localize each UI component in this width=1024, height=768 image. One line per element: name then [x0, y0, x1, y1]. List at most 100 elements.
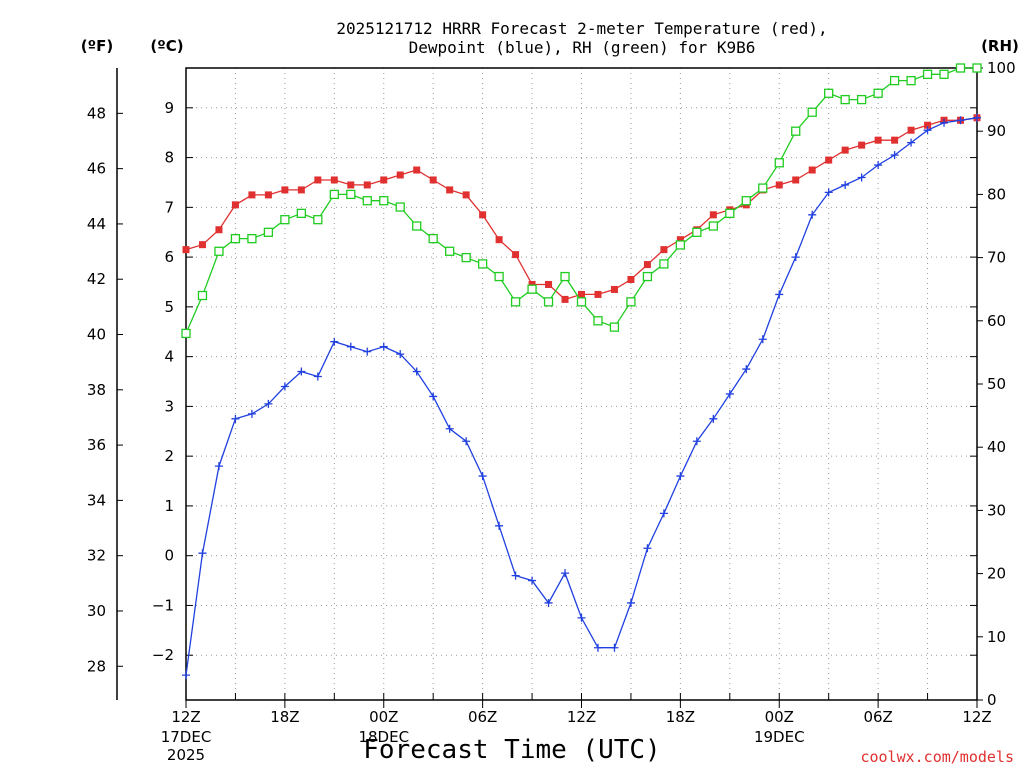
celsius-tick-label: 4 [164, 348, 174, 366]
rh-point [543, 297, 554, 307]
temperature-point [874, 136, 882, 144]
axes: 2830323436384042444648−2−101234567890102… [87, 59, 1016, 764]
temperature-point [775, 181, 783, 189]
temperature-point [578, 290, 585, 298]
rh-tick-label: 0 [987, 691, 997, 709]
dewpoint-point [412, 367, 421, 376]
temperature-point [264, 191, 272, 199]
rh-point [955, 63, 966, 73]
rh-point [379, 196, 389, 206]
x-tick-year-label: 2025 [167, 746, 205, 764]
rh-point [692, 227, 702, 237]
temperature-point [446, 186, 454, 194]
temperature-point [314, 176, 322, 184]
rh-point [873, 88, 883, 98]
rh-unit-label: (RH) [981, 37, 1019, 55]
dewpoint-point [742, 365, 751, 374]
x-tick-date-label: 19DEC [754, 728, 805, 746]
dewpoint-point [874, 161, 883, 170]
fahrenheit-tick-label: 32 [87, 547, 106, 565]
grid-lines [186, 68, 977, 700]
dewpoint-point [528, 576, 537, 585]
dewpoint-point [280, 382, 289, 391]
dewpoint-point [775, 290, 784, 299]
celsius-tick-label: 1 [164, 497, 174, 515]
series-dewpoint [182, 113, 981, 680]
fahrenheit-tick-label: 40 [87, 326, 106, 344]
celsius-tick-label: 8 [164, 149, 174, 167]
rh-tick-label: 60 [987, 312, 1006, 330]
x-axis-title: Forecast Time (UTC) [363, 735, 660, 765]
celsius-tick-label: 5 [164, 298, 174, 316]
dewpoint-point [577, 613, 586, 622]
dewpoint-line [185, 117, 978, 676]
dewpoint-point [824, 188, 833, 197]
dewpoint-point [791, 253, 800, 262]
rh-point [362, 196, 372, 206]
rh-point [576, 297, 587, 307]
rh-point [280, 215, 290, 225]
dewpoint-point [808, 210, 817, 219]
dewpoint-point [214, 462, 223, 471]
temperature-point [528, 280, 536, 288]
dewpoint-point [956, 116, 965, 125]
celsius-tick-label: 3 [164, 397, 174, 415]
dewpoint-point [643, 544, 652, 553]
temperature-point [198, 241, 206, 249]
dewpoint-point [247, 409, 256, 418]
rh-point [824, 88, 834, 98]
rh-point [197, 290, 208, 301]
temperature-point [396, 171, 404, 179]
fahrenheit-tick-label: 28 [87, 657, 106, 675]
x-tick-time-label: 18Z [270, 708, 299, 726]
rh-tick-label: 30 [987, 501, 1006, 519]
temperature-point [495, 236, 503, 244]
dewpoint-point [841, 180, 850, 189]
rh-point [609, 322, 620, 332]
dewpoint-point [346, 342, 355, 351]
rh-point [758, 183, 768, 193]
fahrenheit-tick-label: 46 [87, 160, 106, 178]
rh-point [593, 316, 603, 326]
temperature-point [808, 166, 816, 174]
dewpoint-point [297, 367, 306, 376]
rh-tick-label: 90 [987, 122, 1006, 140]
temperature-point [363, 181, 371, 189]
rh-point [725, 208, 735, 219]
celsius-tick-label: 0 [164, 547, 174, 565]
dewpoint-point [659, 509, 668, 518]
dewpoint-point [907, 138, 916, 147]
dewpoint-point [692, 437, 701, 446]
dewpoint-point [495, 521, 504, 530]
temperature-point [413, 166, 421, 174]
celsius-unit-label: (ºC) [150, 37, 183, 55]
rh-point [510, 297, 521, 307]
rh-tick-label: 50 [987, 375, 1006, 393]
rh-tick-label: 80 [987, 185, 1006, 203]
temperature-point [594, 290, 602, 298]
dewpoint-point [445, 424, 454, 433]
x-tick-time-label: 00Z [765, 708, 794, 726]
celsius-tick-label: 7 [164, 198, 174, 216]
rh-point [263, 227, 274, 237]
dewpoint-point [231, 414, 240, 423]
temperature-point [858, 141, 866, 149]
temperature-point [297, 186, 305, 194]
rh-point [494, 271, 504, 282]
rh-point [527, 284, 537, 294]
celsius-tick-label: 2 [164, 447, 174, 465]
x-tick-time-label: 00Z [369, 708, 398, 726]
rh-point [659, 259, 669, 269]
temperature-point [907, 126, 915, 134]
temperature-point [512, 251, 520, 259]
rh-point [395, 202, 405, 212]
dewpoint-point [923, 126, 932, 135]
dewpoint-point [626, 598, 635, 607]
rh-point [856, 94, 867, 105]
rh-point [346, 189, 356, 200]
temperature-point [792, 176, 800, 184]
temperature-point [380, 176, 388, 184]
temperature-point [561, 295, 569, 303]
rh-point [230, 233, 241, 244]
temperature-point [643, 261, 651, 269]
